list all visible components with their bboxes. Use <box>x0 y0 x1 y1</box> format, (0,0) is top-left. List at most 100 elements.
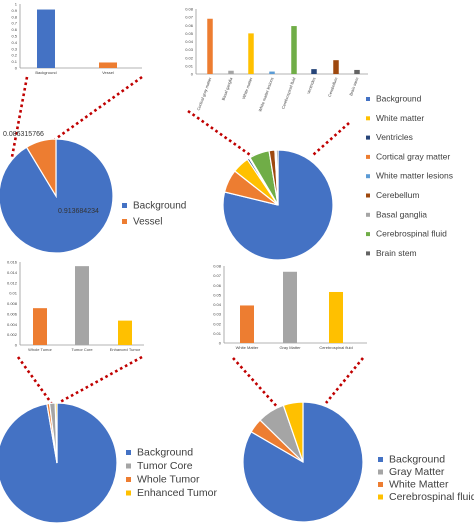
category-label: Tumor Core <box>71 347 93 352</box>
legend-swatch-gray-matter <box>378 469 383 475</box>
y-tick-label: 0.6 <box>11 27 17 32</box>
legend-label-white-matter: White matter <box>376 113 424 123</box>
bar-cerebrospinal-fluid <box>291 26 297 74</box>
tissue-bar-bars <box>240 271 343 343</box>
y-tick-label: 0.01 <box>213 331 222 336</box>
pie-slice-background <box>222 149 334 261</box>
tumor-pie-chart <box>0 402 118 524</box>
legend-label-whole-tumor: Whole Tumor <box>137 474 200 486</box>
category-label: Whole Tumor <box>28 347 52 352</box>
tumor-connector-left <box>16 356 54 405</box>
y-tick-label: 0.9 <box>11 8 17 13</box>
legend-label-background: Background <box>376 94 422 104</box>
bar-enhanced-tumor <box>118 320 132 345</box>
legend-swatch-vessel <box>122 219 127 224</box>
y-tick-label: 0.4 <box>11 40 17 45</box>
category-label: Background <box>35 70 56 75</box>
y-tick-label: 0.01 <box>185 63 194 68</box>
y-tick-label: 0.06 <box>185 23 194 28</box>
y-tick-label: 0.07 <box>213 273 222 278</box>
legend-label-white-matter: White Matter <box>389 479 449 491</box>
y-tick-label: 0.08 <box>185 7 194 12</box>
legend-swatch-white-matter <box>378 482 383 487</box>
bar-brain-stem <box>354 69 360 74</box>
brain-bar-bars <box>207 18 360 74</box>
tissue-connector-right <box>324 357 365 404</box>
legend-swatch-background <box>378 457 383 462</box>
y-tick-label: 0.5 <box>11 34 17 39</box>
legend-swatch-tumor-core <box>126 463 131 469</box>
vessel-pie-data-label-background: 0.913684234 <box>58 208 99 215</box>
pie-slice-brain-stem <box>275 149 279 206</box>
legend-label-cerebellum: Cerebellum <box>376 190 419 200</box>
bar-white-matter <box>248 33 254 74</box>
legend-label-background: Background <box>137 447 193 459</box>
vessel-bar-chart: 0 0.10.2 0.30.40.5 0.60.7 0.80.91 Background… <box>11 2 142 75</box>
y-tick-label: 0 <box>219 341 222 346</box>
y-tick-label: 0.04 <box>213 302 222 307</box>
y-tick-label: 0.08 <box>213 264 222 269</box>
brain-bar-chart: 0 0.01 0.02 0.03 0.04 0.05 0.06 0.07 0.08 Cortic… <box>185 7 368 112</box>
tissue-pie-chart <box>242 401 364 523</box>
legend-swatch-cortical-gray-matter <box>366 154 370 159</box>
y-tick-label: 0.012 <box>7 280 18 285</box>
y-tick-label: 0.016 <box>7 260 18 265</box>
legend-label-cerebrospinal-fluid: Cerebrospinal fluid <box>389 491 474 503</box>
y-tick-label: 0.002 <box>7 332 18 337</box>
pie-slice-enhanced-tumor <box>54 402 58 464</box>
legend-label-brain-stem: Brain stem <box>376 248 417 258</box>
y-tick-label: 0.3 <box>11 46 17 51</box>
y-tick-label: 0.02 <box>185 55 194 60</box>
bar-whole-tumor <box>33 308 47 345</box>
brain-connector-left <box>187 109 254 159</box>
legend-label-enhanced-tumor: Enhanced Tumor <box>137 487 217 499</box>
y-tick-label: 0.05 <box>185 31 194 36</box>
legend-swatch-enhanced-tumor <box>126 490 131 496</box>
tissue-bar-y-ticks: 0 0.01 0.02 0.03 0.04 0.05 0.06 0.07 0.08 <box>213 264 222 346</box>
brain-bar-categories: Cortical gray matter Basal ganglia White m… <box>196 76 360 112</box>
vessel-bar-bars <box>37 9 117 69</box>
legend-swatch-cerebrospinal-fluid <box>378 494 383 500</box>
vessel-pie-legend: Background Vessel <box>122 201 186 228</box>
bar-cerebellum <box>333 60 339 74</box>
bar-basal-ganglia <box>228 70 234 74</box>
tissue-bar-categories: White Matter Gray Matter Cerebrospinal flu… <box>236 345 353 350</box>
bar-ventricles <box>311 69 317 74</box>
category-label: Cerebellum <box>327 76 339 98</box>
legend-swatch-cerebellum <box>366 193 370 198</box>
y-tick-label: 0.004 <box>7 322 18 327</box>
category-label: Cortical gray matter <box>196 76 213 111</box>
category-label: Enhanced Tumor <box>110 347 141 352</box>
bar-cortical-gray-matter <box>207 18 213 74</box>
y-tick-label: 0.014 <box>7 270 18 275</box>
tumor-connector-right <box>59 355 143 404</box>
legend-label-ventricles: Ventricles <box>376 132 413 142</box>
category-label: White matter <box>241 76 254 100</box>
y-tick-label: 0.05 <box>213 292 222 297</box>
tumor-bar-bars <box>33 266 132 345</box>
y-tick-label: 0.8 <box>11 14 17 19</box>
legend-swatch-whole-tumor <box>126 477 131 482</box>
legend-label-white-matter-lesions: White matter lesions <box>376 171 453 181</box>
zoom-connectors <box>10 75 365 411</box>
legend-swatch-white-matter-lesions <box>366 174 370 179</box>
pie-slice-vessel <box>25 138 57 199</box>
y-tick-label: 0.008 <box>7 301 18 306</box>
y-tick-label: 0.1 <box>11 59 17 64</box>
y-tick-label: 0.03 <box>185 47 194 52</box>
legend-label-basal-ganglia: Basal ganglia <box>376 209 427 219</box>
category-label: White matter lesions <box>257 77 274 113</box>
bar-background <box>37 9 55 69</box>
y-tick-label: 0.006 <box>7 311 18 316</box>
y-tick-label: 0 <box>15 343 18 348</box>
pie-slice-cerebrospinal-fluid <box>282 401 304 463</box>
category-label: White Matter <box>236 345 259 350</box>
category-label: Gray Matter <box>279 345 301 350</box>
bar-cerebrospinal-fluid <box>329 291 343 343</box>
legend-label-gray-matter: Gray Matter <box>389 466 445 478</box>
legend-label-background: Background <box>389 454 445 466</box>
category-label: Basal ganglia <box>221 76 234 101</box>
category-label: Cerebrospinal fluid <box>280 77 296 110</box>
vessel-connector-right <box>53 75 143 142</box>
